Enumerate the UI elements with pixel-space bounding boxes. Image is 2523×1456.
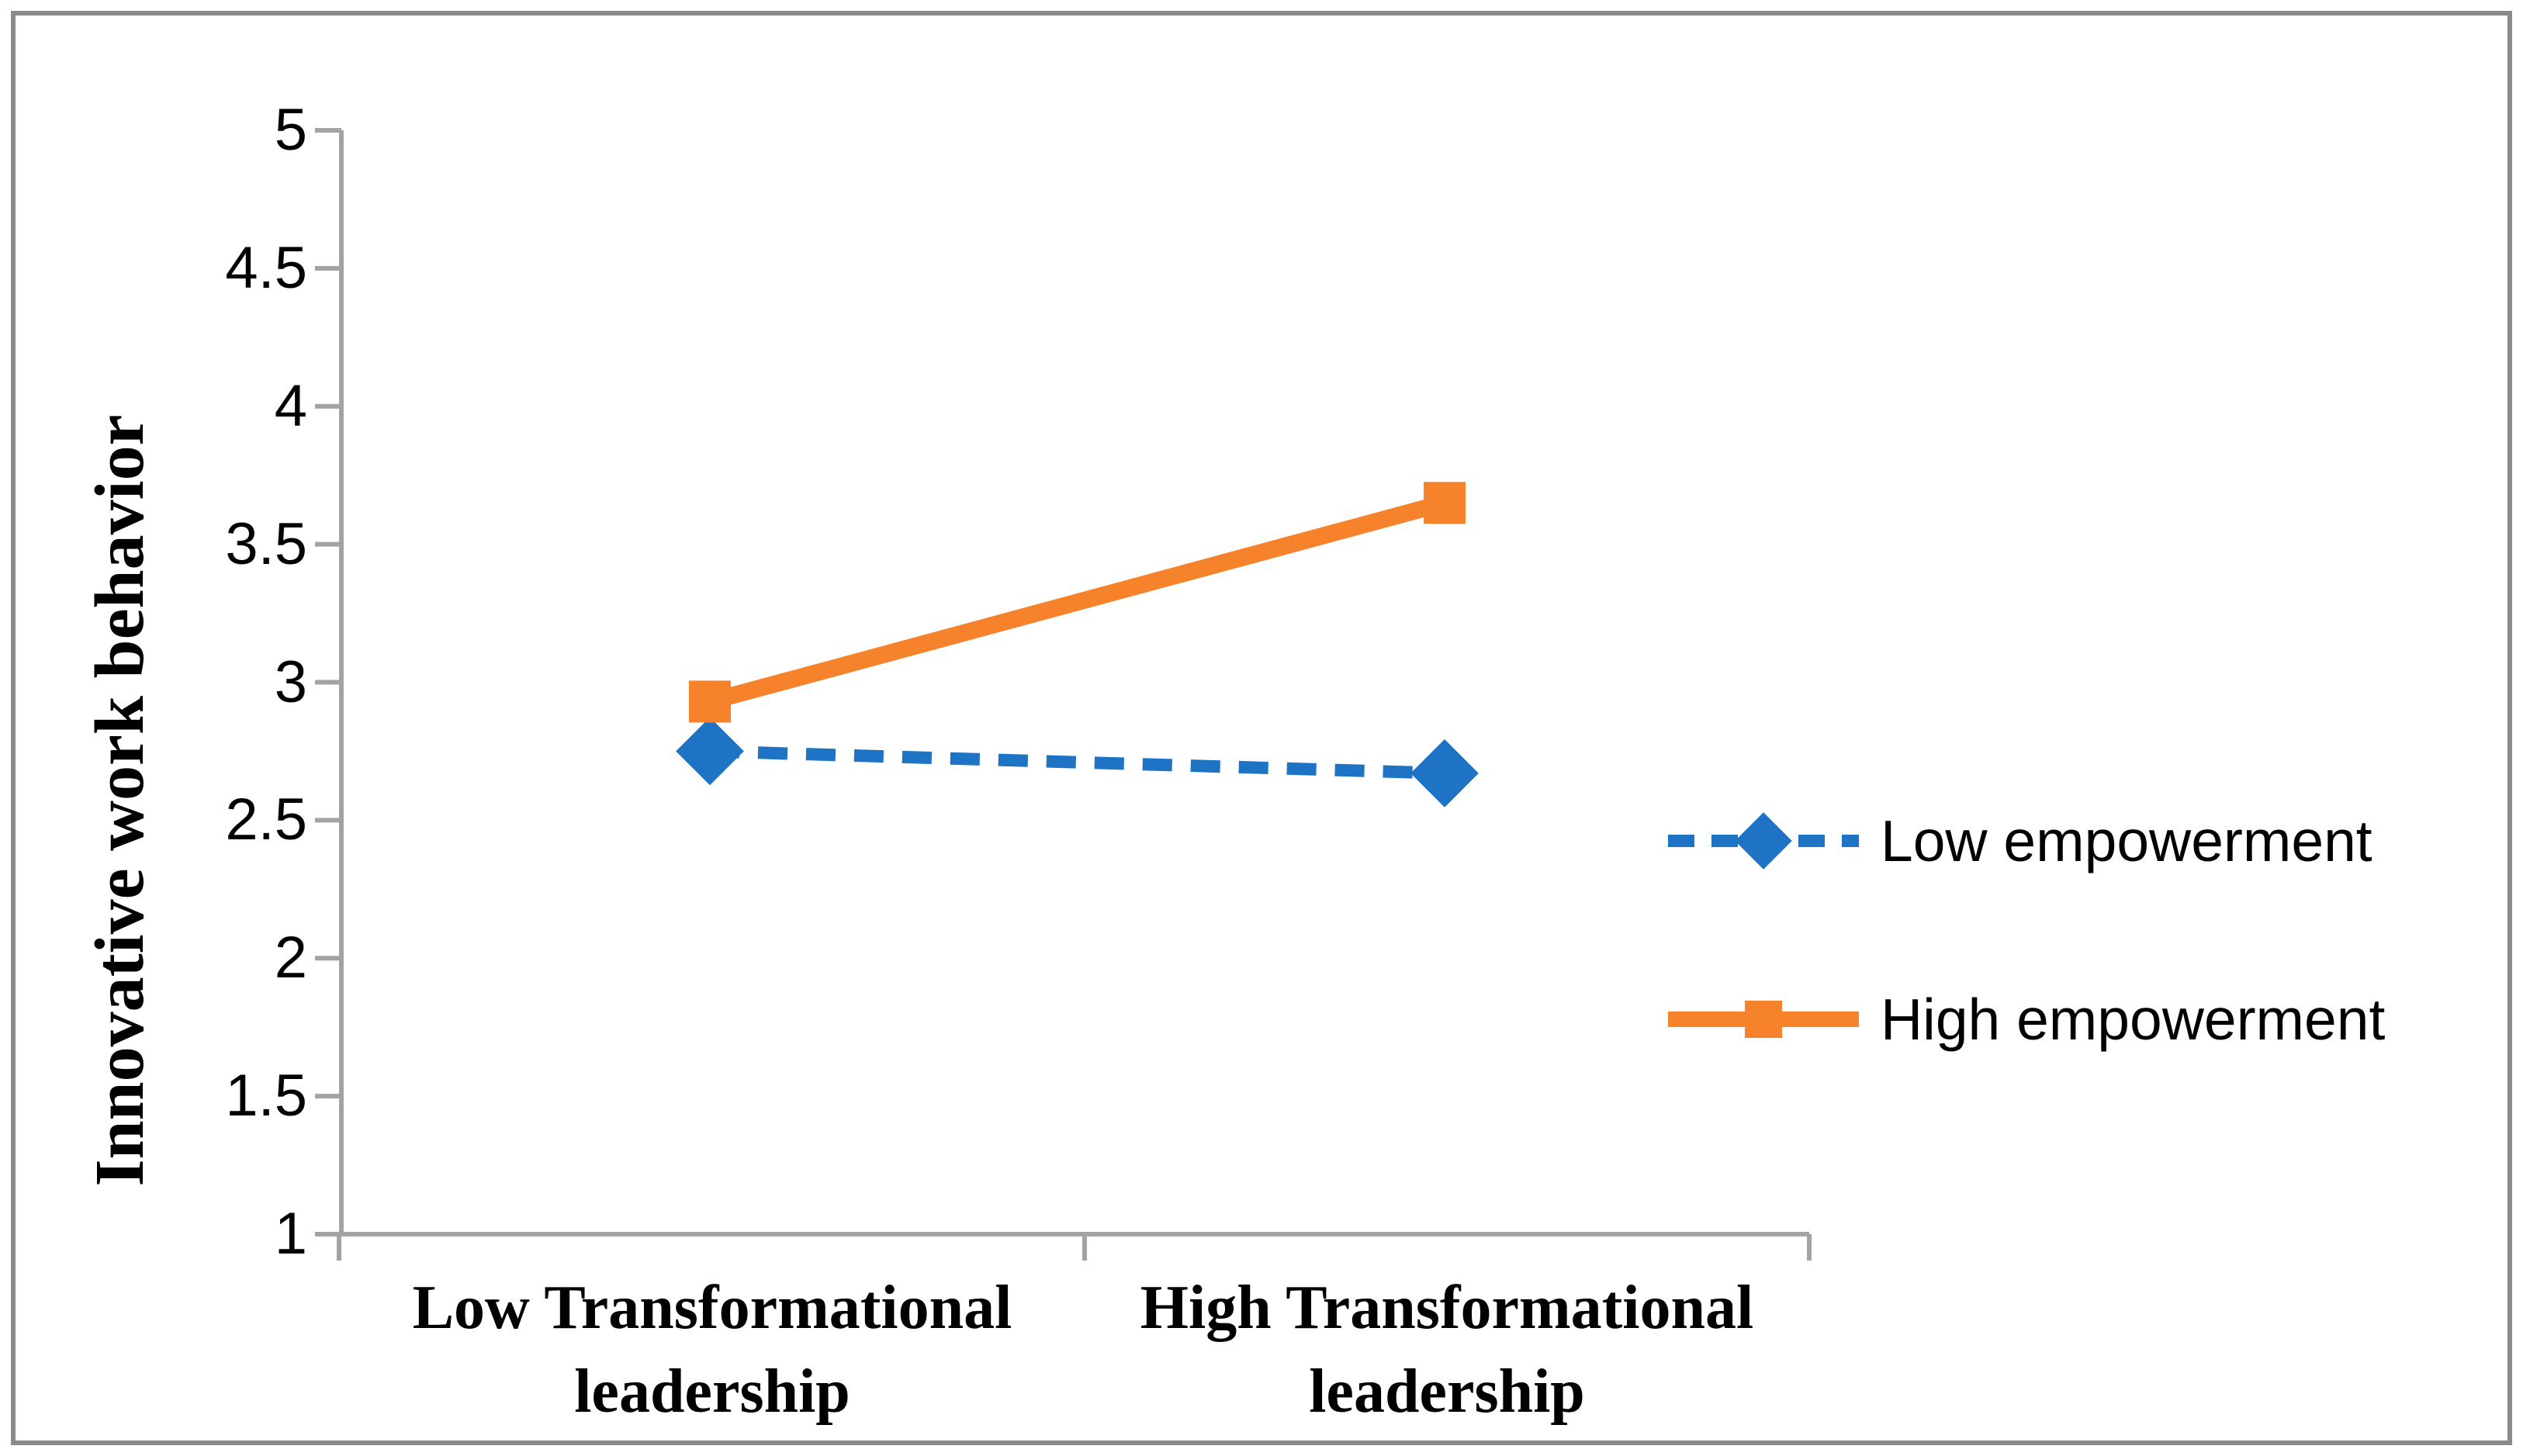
legend-marker-square <box>1745 1001 1782 1038</box>
series-line-high-empowerment <box>708 494 1447 711</box>
square-marker <box>689 680 731 723</box>
legend-marker-diamond <box>1735 812 1792 870</box>
y-tick-label: 1 <box>274 1201 307 1267</box>
y-tick-label: 4.5 <box>225 234 307 301</box>
y-tick-label: 1.5 <box>225 1063 307 1129</box>
legend-label-high-empowerment: High empowerment <box>1881 987 2386 1052</box>
legend-item-low-empowerment: Low empowerment <box>1666 804 2372 878</box>
y-tick-label: 2.5 <box>225 787 307 853</box>
y-tick-label: 5 <box>274 97 307 163</box>
legend-item-high-empowerment: High empowerment <box>1666 982 2385 1057</box>
dashed-line-diamond-sample-icon <box>1668 812 1859 870</box>
y-tick-label: 4 <box>274 372 307 439</box>
solid-line-square-sample-icon <box>1668 1001 1859 1038</box>
square-marker <box>1424 482 1466 524</box>
legend-label-low-empowerment: Low empowerment <box>1881 808 2372 873</box>
diamond-marker <box>676 717 744 786</box>
x-category-label-low: Low Transformational leadership <box>412 1274 1012 1426</box>
y-tick-label: 2 <box>274 925 307 991</box>
y-tick-label: 3.5 <box>225 510 307 577</box>
diamond-marker <box>1410 739 1479 808</box>
y-tick-label: 3 <box>274 648 307 715</box>
series-line-low-empowerment <box>709 745 1445 780</box>
x-category-label-high: High Transformational leadership <box>1140 1274 1754 1426</box>
